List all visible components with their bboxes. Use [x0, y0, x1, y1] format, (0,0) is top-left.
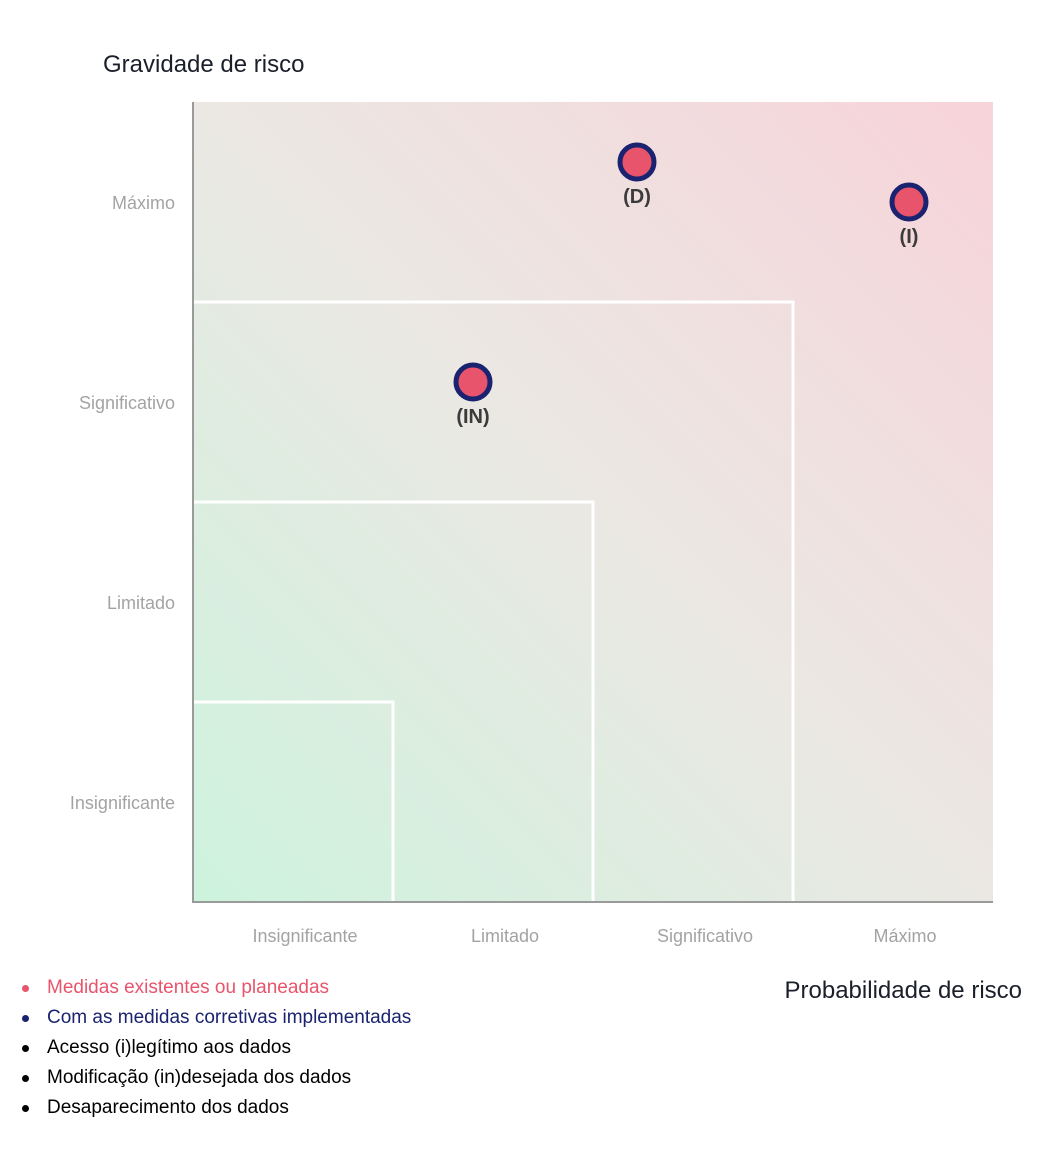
legend-bullet-icon [22, 1105, 29, 1112]
legend-item: Desaparecimento dos dados [22, 1093, 411, 1123]
legend-item-label: Com as medidas corretivas implementadas [47, 1007, 412, 1028]
data-points: (D) (I) (IN) [453, 142, 929, 428]
legend-bullet-icon [22, 1045, 29, 1052]
risk-zone-3 [193, 300, 795, 902]
legend-item: Acesso (i)legítimo aos dados [22, 1033, 411, 1063]
y-tick-label: Máximo [112, 193, 175, 213]
legend-bullet-icon [22, 1075, 29, 1082]
y-tick-labels: Insignificante Limitado Significativo Máxim… [70, 193, 175, 813]
x-tick-label: Insignificante [252, 926, 357, 946]
legend-item-label: Acesso (i)legítimo aos dados [47, 1037, 291, 1058]
legend-item-label: Modificação (in)desejada dos dados [47, 1067, 352, 1088]
data-point-label: (IN) [456, 406, 489, 428]
y-axis-title: Gravidade de risco [103, 51, 304, 78]
legend-item: Com as medidas corretivas implementadas [22, 1003, 411, 1033]
legend-item: Medidas existentes ou planeadas [22, 973, 411, 1003]
x-tick-label: Limitado [471, 926, 539, 946]
risk-zone-2 [193, 500, 595, 902]
axes [192, 102, 993, 903]
x-tick-labels: Insignificante Limitado Significativo Máxim… [252, 926, 936, 946]
data-point-label: (D) [623, 186, 651, 208]
data-point [453, 362, 493, 402]
legend-bullet-icon [22, 985, 29, 992]
legend-item-label: Medidas existentes ou planeadas [47, 977, 330, 998]
data-point [617, 142, 657, 182]
legend: Medidas existentes ou planeadas Com as me… [22, 973, 411, 1123]
y-tick-label: Significativo [79, 393, 175, 413]
y-tick-label: Insignificante [70, 793, 175, 813]
legend-bullet-icon [22, 1015, 29, 1022]
data-point [889, 182, 929, 222]
legend-item-label: Desaparecimento dos dados [47, 1097, 289, 1118]
x-axis-title: Probabilidade de risco [785, 977, 1022, 1004]
risk-zone-1 [193, 700, 395, 902]
risk-zones [193, 300, 795, 902]
y-tick-label: Limitado [107, 593, 175, 613]
x-tick-label: Máximo [873, 926, 936, 946]
data-point-label: (I) [900, 226, 919, 248]
legend-item: Modificação (in)desejada dos dados [22, 1063, 411, 1093]
x-tick-label: Significativo [657, 926, 753, 946]
